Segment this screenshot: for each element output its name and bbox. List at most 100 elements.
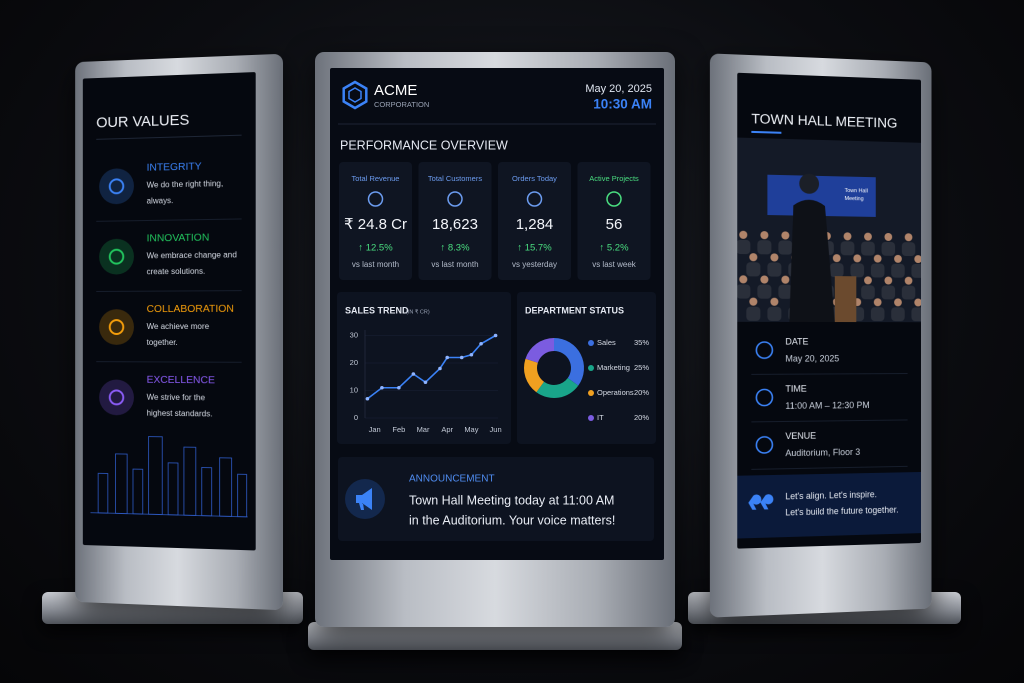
- y-tick-label: 20: [350, 358, 358, 367]
- sales-point: [423, 380, 428, 385]
- sales-point: [411, 372, 416, 376]
- audience-head: [884, 276, 893, 285]
- audience-body: [757, 240, 772, 255]
- event-title: TOWN HALL MEETING: [751, 110, 897, 131]
- values-title: OUR VALUES: [96, 112, 189, 131]
- sales-point: [445, 355, 450, 360]
- value-icon-bg: [99, 238, 134, 275]
- sales-point: [438, 366, 442, 371]
- value-text: We do the right thing,: [147, 179, 224, 190]
- kpi-comparison: vs last month: [431, 260, 478, 269]
- value-title: INNOVATION: [147, 232, 210, 244]
- audience-head: [781, 275, 790, 284]
- sales-point: [493, 333, 498, 338]
- audience-head: [873, 298, 882, 307]
- brand-subtitle: CORPORATION: [374, 100, 429, 109]
- kpi-label: Active Projects: [589, 174, 639, 183]
- audience-head: [749, 297, 758, 306]
- audience-head: [781, 231, 790, 240]
- audience-body: [861, 285, 875, 300]
- quote-text: Let's align. Let's inspire.: [785, 489, 877, 501]
- value-text: create solutions.: [147, 267, 206, 277]
- kpi-card: [339, 162, 412, 280]
- legend-marker: [588, 415, 594, 421]
- value-text: We achieve more: [147, 322, 210, 331]
- announcement-label: ANNOUNCEMENT: [409, 474, 495, 485]
- legend-marker: [588, 365, 594, 371]
- kpi-icon: [526, 191, 543, 207]
- audience-head: [770, 253, 779, 262]
- right-screen: TOWN HALL MEETING Town Hall Meeting Let'…: [737, 72, 922, 549]
- kpi-card: [577, 162, 651, 280]
- audience-head: [843, 232, 852, 241]
- department-title: DEPARTMENT STATUS: [525, 305, 624, 315]
- title-underline: [751, 130, 782, 134]
- kpi-change: ↑ 5.2%: [599, 243, 629, 254]
- audience-body: [737, 284, 751, 299]
- audience-head: [832, 254, 841, 263]
- kpi-change: ↑ 8.3%: [440, 243, 470, 254]
- audience-body: [737, 239, 751, 255]
- x-tick-label: Mar: [417, 425, 430, 434]
- value-text: together.: [147, 338, 178, 347]
- kpi-icon: [447, 191, 463, 207]
- donut-segment: [524, 358, 545, 393]
- y-tick-label: 0: [354, 413, 358, 422]
- legend-value: 20%: [634, 388, 649, 397]
- audience-head: [760, 275, 769, 284]
- logo: [342, 80, 368, 110]
- audience-body: [911, 263, 922, 278]
- x-tick-label: Jun: [490, 425, 502, 434]
- kpi-label: Total Revenue: [352, 174, 400, 183]
- announcement-text: in the Auditorium. Your voice matters!: [409, 513, 615, 527]
- audience-body: [746, 262, 761, 277]
- audience-body: [840, 241, 855, 256]
- x-tick-label: Apr: [441, 425, 453, 434]
- kpi-icon: [606, 191, 622, 207]
- department-panel: [517, 292, 656, 444]
- legend-value: 20%: [634, 413, 649, 422]
- kpi-change: ↑ 15.7%: [517, 243, 552, 254]
- megaphone: [356, 488, 372, 510]
- audience-head: [853, 254, 862, 263]
- audience-body: [767, 306, 782, 321]
- divider: [96, 362, 241, 363]
- sales-point: [365, 396, 370, 401]
- value-title: COLLABORATION: [147, 303, 234, 314]
- audience-body: [870, 307, 885, 322]
- audience-head: [864, 232, 872, 241]
- audience-body: [901, 285, 916, 300]
- audience-body: [861, 241, 875, 256]
- audience-body: [891, 263, 905, 278]
- value-icon-bg: [99, 168, 134, 205]
- value-text: highest standards.: [147, 409, 213, 419]
- announcement-panel: [338, 457, 654, 541]
- center-screen: ACME CORPORATION May 20, 2025 10:30 AM P…: [330, 68, 664, 560]
- left-screen: OUR VALUES INTEGRITY We do the right thin…: [82, 72, 256, 551]
- kpi-card: [498, 162, 571, 280]
- y-tick-label: 10: [350, 385, 358, 394]
- brand-name: ACME: [374, 82, 417, 99]
- legend-value: 25%: [634, 363, 649, 372]
- audience-body: [757, 284, 772, 299]
- speaker-head: [799, 173, 820, 194]
- detail-label: TIME: [785, 383, 806, 393]
- audience-body: [881, 241, 896, 256]
- screen-background: [82, 72, 256, 551]
- audience-head: [894, 298, 902, 307]
- legend-value: 35%: [634, 338, 649, 347]
- kpi-label: Orders Today: [512, 174, 557, 183]
- skyline-building: [168, 462, 179, 516]
- kpi-label: Total Customers: [428, 174, 482, 183]
- donut-segment: [536, 377, 579, 398]
- value-title: INTEGRITY: [147, 161, 202, 173]
- value-icon-bg: [99, 379, 134, 416]
- center-kiosk: ACME CORPORATION May 20, 2025 10:30 AM P…: [315, 52, 675, 627]
- photo-caption: Town Hall: [845, 188, 868, 194]
- legend-label: Sales: [597, 338, 616, 347]
- section-title: PERFORMANCE OVERVIEW: [340, 138, 508, 152]
- kpi-comparison: vs last week: [592, 260, 637, 269]
- time: 10:30 AM: [593, 97, 652, 112]
- value-text: always.: [147, 196, 174, 206]
